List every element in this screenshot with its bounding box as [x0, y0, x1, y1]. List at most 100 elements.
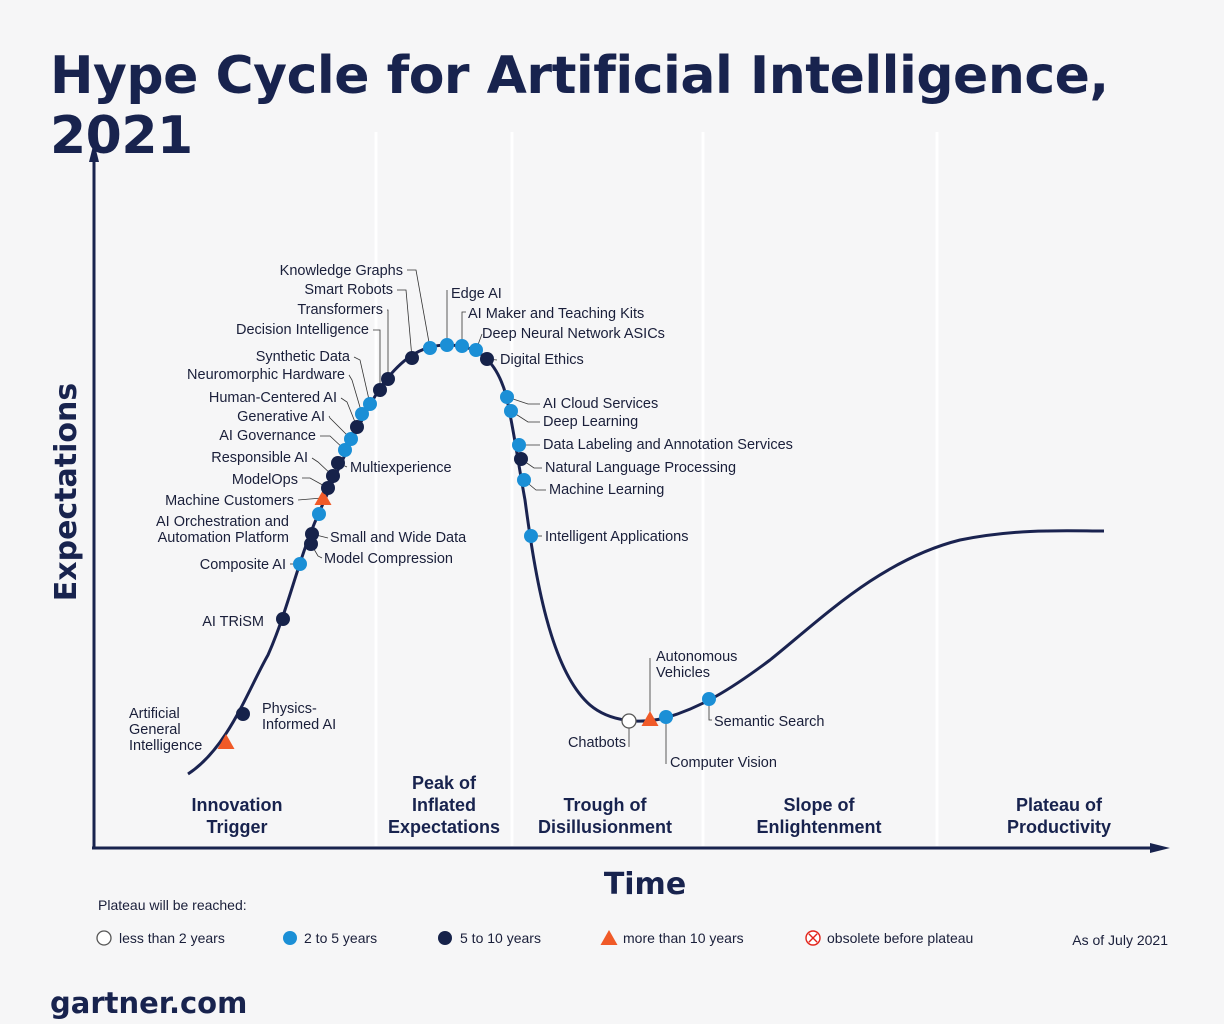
- tech-label-knowledge-graphs: Knowledge Graphs: [280, 263, 403, 279]
- phase-label-plateau: Productivity: [1007, 817, 1111, 837]
- tech-label-ai-governance: AI Governance: [219, 428, 316, 444]
- marker-transformers: [381, 372, 395, 386]
- phase-label-peak: Inflated: [412, 795, 476, 815]
- legend-title: Plateau will be reached:: [98, 897, 247, 913]
- leader-line-ai-maker-and-teaching-kits: [461, 311, 466, 346]
- tech-label-small-and-wide-data: Small and Wide Data: [330, 530, 467, 546]
- leader-line-ai-cloud-services: [506, 396, 540, 405]
- tech-label-machine-learning: Machine Learning: [549, 482, 664, 498]
- tech-label-model-compression: Model Compression: [324, 551, 453, 567]
- marker-small-and-wide-data: [305, 527, 319, 541]
- tech-label-composite-ai: Composite AI: [200, 557, 286, 573]
- marker-synthetic-data: [363, 397, 377, 411]
- x-axis-title: Time: [604, 867, 686, 902]
- marker-intelligent-applications: [524, 529, 538, 543]
- phase-label-peak: Expectations: [388, 817, 500, 837]
- marker-knowledge-graphs: [423, 341, 437, 355]
- tech-label-physics-informed-ai: Physics-: [262, 701, 317, 717]
- tech-label-neuromorphic-hardware: Neuromorphic Hardware: [187, 367, 345, 383]
- legend-marker-obsolete: [805, 930, 821, 946]
- tech-label-ai-orchestration-and-automation-platform: Automation Platform: [158, 530, 289, 546]
- marker-natural-language-processing: [514, 452, 528, 466]
- tech-label-responsible-ai: Responsible AI: [211, 450, 308, 466]
- marker-neuromorphic-hardware: [355, 407, 369, 421]
- tech-label-decision-intelligence: Decision Intelligence: [236, 322, 369, 338]
- tech-label-modelops: ModelOps: [232, 472, 298, 488]
- phase-label-peak: Peak of: [412, 773, 477, 793]
- tech-label-autonomous-vehicles: Autonomous: [656, 649, 737, 665]
- legend-label-less-than-2: less than 2 years: [119, 930, 225, 946]
- marker-multiexperience: [331, 456, 345, 470]
- legend-marker-2-to-5: [283, 931, 297, 945]
- leader-line-knowledge-graphs: [407, 269, 431, 349]
- y-axis-arrow-icon: [89, 142, 99, 162]
- tech-label-transformers: Transformers: [297, 302, 383, 318]
- marker-physics-informed-ai: [236, 707, 250, 721]
- tech-label-ai-orchestration-and-automation-platform: AI Orchestration and: [156, 514, 289, 530]
- tech-label-autonomous-vehicles: Vehicles: [656, 665, 710, 681]
- marker-artificial-general-intelligence: [217, 734, 235, 749]
- tech-label-data-labeling-and-annotation-services: Data Labeling and Annotation Services: [543, 437, 793, 453]
- leader-line-machine-customers: [297, 497, 323, 501]
- tech-label-ai-cloud-services: AI Cloud Services: [543, 396, 658, 412]
- legend-label-5-to-10: 5 to 10 years: [460, 930, 541, 946]
- footer-domain: gartner.com: [50, 986, 248, 1020]
- legend-label-obsolete: obsolete before plateau: [827, 930, 973, 946]
- tech-label-ai-maker-and-teaching-kits: AI Maker and Teaching Kits: [468, 306, 644, 322]
- marker-decision-intelligence: [373, 383, 387, 397]
- marker-chatbots: [621, 713, 637, 729]
- marker-ai-cloud-services: [500, 390, 514, 404]
- legend-label-more-than-10: more than 10 years: [623, 930, 744, 946]
- legend-marker-less-than-2: [96, 930, 112, 946]
- leader-line-decision-intelligence: [373, 329, 381, 390]
- leader-line-synthetic-data: [353, 356, 371, 405]
- tech-label-artificial-general-intelligence: Artificial: [129, 706, 180, 722]
- marker-semantic-search: [702, 692, 716, 706]
- marker-ai-trism: [276, 612, 290, 626]
- phase-label-innovation: Innovation: [192, 795, 283, 815]
- tech-label-deep-learning: Deep Learning: [543, 414, 638, 430]
- tech-label-human-centered-ai: Human-Centered AI: [209, 390, 337, 406]
- marker-ai-orchestration-and-automation-platform: [312, 507, 326, 521]
- leader-line-generative-ai: [328, 415, 352, 440]
- tech-label-semantic-search: Semantic Search: [714, 714, 824, 730]
- tech-label-artificial-general-intelligence: Intelligence: [129, 738, 202, 754]
- legend-label-2-to-5: 2 to 5 years: [304, 930, 377, 946]
- tech-label-chatbots: Chatbots: [568, 735, 626, 751]
- page-title: Hype Cycle for Artificial Intelligence, …: [50, 46, 1109, 166]
- marker-ai-maker-and-teaching-kits: [455, 339, 469, 353]
- leader-line-transformers: [387, 309, 389, 379]
- tech-label-edge-ai: Edge AI: [451, 286, 502, 302]
- y-axis-title: Expectations: [49, 383, 84, 601]
- tech-label-artificial-general-intelligence: General: [129, 722, 181, 738]
- marker-machine-learning: [517, 473, 531, 487]
- tech-label-intelligent-applications: Intelligent Applications: [545, 529, 689, 545]
- phase-label-innovation: Trigger: [206, 817, 267, 837]
- tech-label-deep-neural-network-asics: Deep Neural Network ASICs: [482, 326, 665, 342]
- phase-label-slope: Slope of: [784, 795, 856, 815]
- marker-digital-ethics: [480, 352, 494, 366]
- leader-line-human-centered-ai: [340, 397, 358, 428]
- marker-composite-ai: [293, 557, 307, 571]
- marker-generative-ai: [344, 432, 358, 446]
- as-of-date: As of July 2021: [1072, 932, 1168, 948]
- phase-label-trough: Disillusionment: [538, 817, 672, 837]
- phase-label-trough: Trough of: [564, 795, 648, 815]
- tech-label-generative-ai: Generative AI: [237, 409, 325, 425]
- marker-responsible-ai: [326, 469, 340, 483]
- tech-label-smart-robots: Smart Robots: [304, 282, 393, 298]
- marker-human-centered-ai: [350, 420, 364, 434]
- marker-data-labeling-and-annotation-services: [512, 438, 526, 452]
- phase-label-slope: Enlightenment: [757, 817, 882, 837]
- marker-smart-robots: [405, 351, 419, 365]
- phase-label-plateau: Plateau of: [1016, 795, 1103, 815]
- tech-label-ai-trism: AI TRiSM: [202, 614, 264, 630]
- tech-label-physics-informed-ai: Informed AI: [262, 717, 336, 733]
- legend-marker-5-to-10: [438, 931, 452, 945]
- marker-machine-customers: [314, 490, 332, 505]
- tech-label-machine-customers: Machine Customers: [165, 493, 294, 509]
- marker-ai-governance: [338, 443, 352, 457]
- leader-line-smart-robots: [397, 289, 413, 359]
- marker-deep-neural-network-asics: [469, 343, 483, 357]
